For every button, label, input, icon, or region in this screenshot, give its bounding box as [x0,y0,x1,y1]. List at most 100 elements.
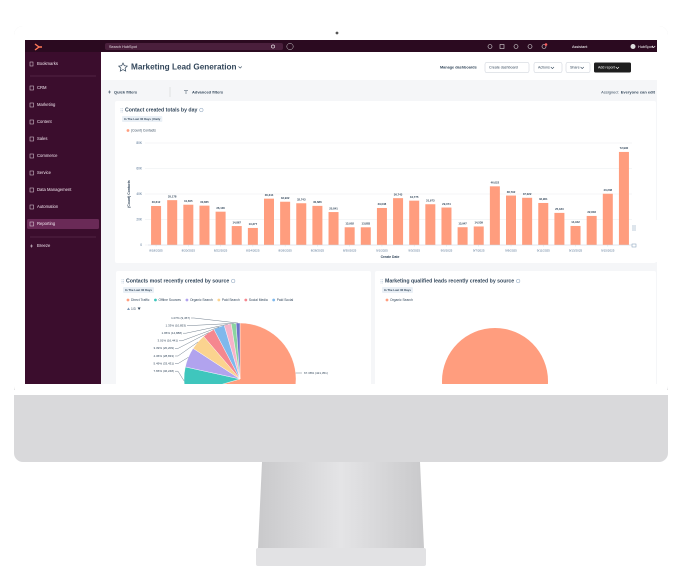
data-label: 34,775 [410,195,419,199]
nav-icon [29,102,34,108]
bar[interactable] [473,226,484,245]
add-icon[interactable] [286,43,294,50]
logo [34,43,42,51]
legend-label[interactable]: Offline Sources [158,298,181,302]
leader-line [175,332,209,349]
sidebar-item[interactable]: Commerce [37,153,58,158]
dashboard-title[interactable]: Marketing Lead Generation [131,63,237,72]
legend-label[interactable]: Organic Search [190,298,213,302]
bar[interactable] [522,197,533,245]
bar[interactable] [328,212,339,245]
data-label: 67.38% (421,351) [304,371,328,375]
bar[interactable] [457,227,468,245]
bar[interactable] [570,225,581,245]
filter-button[interactable]: Quick filters [114,89,138,94]
drag-handle [121,279,124,284]
bar[interactable] [489,186,500,245]
icon-phone[interactable] [487,44,493,49]
legend-label[interactable]: Paid Social [277,298,294,302]
data-label: 25,841 [329,206,338,210]
legend-label[interactable]: Direct Traffic [131,298,150,302]
bar[interactable] [183,204,194,245]
bar[interactable] [280,201,291,245]
bar[interactable] [441,207,452,245]
bar[interactable] [151,205,162,245]
bar[interactable] [215,211,226,245]
sidebar-item[interactable]: Marketing [37,102,56,107]
x-tick-label: 8/20/2025 [182,248,196,252]
pie-slice[interactable] [442,328,548,434]
bar[interactable] [312,205,323,245]
x-tick-label: 8/22/2025 [214,248,228,252]
sidebar-item[interactable]: Automation [37,204,59,209]
pie-slice[interactable] [186,322,297,435]
data-label: 30,686 [313,200,322,204]
bar[interactable] [586,215,597,245]
header-button[interactable] [484,62,530,73]
avatar[interactable] [630,44,636,49]
bar[interactable] [425,204,436,245]
bar[interactable] [602,193,613,245]
icon-settings[interactable] [527,44,533,49]
account-name[interactable]: HubSpot [638,45,654,49]
bar[interactable] [296,203,307,245]
filter-button[interactable]: Advanced filters [192,89,224,94]
sidebar-item[interactable]: Bookmarks [37,61,58,66]
legend-page: 1/3 [131,307,136,311]
legend-label[interactable]: Organic Search [390,298,413,302]
bar[interactable] [409,200,420,245]
data-label: 5.49% (33,431) [153,361,174,365]
search-box[interactable] [105,43,283,50]
bar[interactable] [167,200,178,245]
icon-bell[interactable] [541,44,547,49]
bar[interactable] [505,195,517,245]
header-button[interactable] [533,62,563,73]
bar[interactable] [538,202,549,245]
data-label: 31,605 [184,199,193,203]
manage-link[interactable]: Manage dashboards [440,66,477,70]
panel-icon[interactable] [631,243,637,248]
caret-icon [550,66,555,70]
sidebar-item[interactable]: Sales [37,136,47,141]
sidebar-item[interactable]: CRM [37,85,47,90]
bar[interactable] [618,151,629,245]
bar[interactable] [393,198,404,245]
bar[interactable] [263,198,275,245]
drag-handle [120,108,123,113]
bar[interactable] [247,227,258,245]
info-icon [516,278,521,284]
button-label: Share [570,66,580,70]
header-button[interactable] [594,62,631,73]
x-tick-label: 8/30/2025 [343,248,357,252]
assigned-value: Everyone can edit [621,89,656,94]
favorite-star[interactable] [117,62,129,72]
icon-help[interactable] [513,44,519,49]
side-panel [628,220,657,262]
data-label: 1.33% (10,853) [165,323,186,327]
bar[interactable] [344,227,355,245]
x-tick-label: 9/5/2025 [441,248,453,252]
sidebar-item[interactable]: Data Management [37,187,72,192]
bar[interactable] [554,212,565,245]
bar[interactable] [376,207,387,245]
legend-label[interactable]: Social Media [249,298,268,302]
sidebar-item[interactable]: Service [37,170,52,175]
icon-inbox[interactable] [499,44,505,49]
date-tag [123,287,154,293]
card-title: Contacts most recently created by source [126,278,229,284]
bar[interactable] [231,226,242,245]
legend-next[interactable] [137,307,141,311]
sidebar-item[interactable]: Content [37,119,53,124]
header [101,52,657,80]
legend-label[interactable]: Paid Search [222,298,240,302]
button-label: Actions [538,66,550,70]
assistant-link[interactable]: Assistant [572,45,588,49]
bar[interactable] [360,227,371,245]
bar[interactable] [199,205,210,245]
sidebar-item[interactable]: Breeze [37,243,51,248]
header-button[interactable] [565,62,591,73]
date-tag [382,287,413,293]
sidebar-item[interactable]: Reporting [37,221,56,226]
